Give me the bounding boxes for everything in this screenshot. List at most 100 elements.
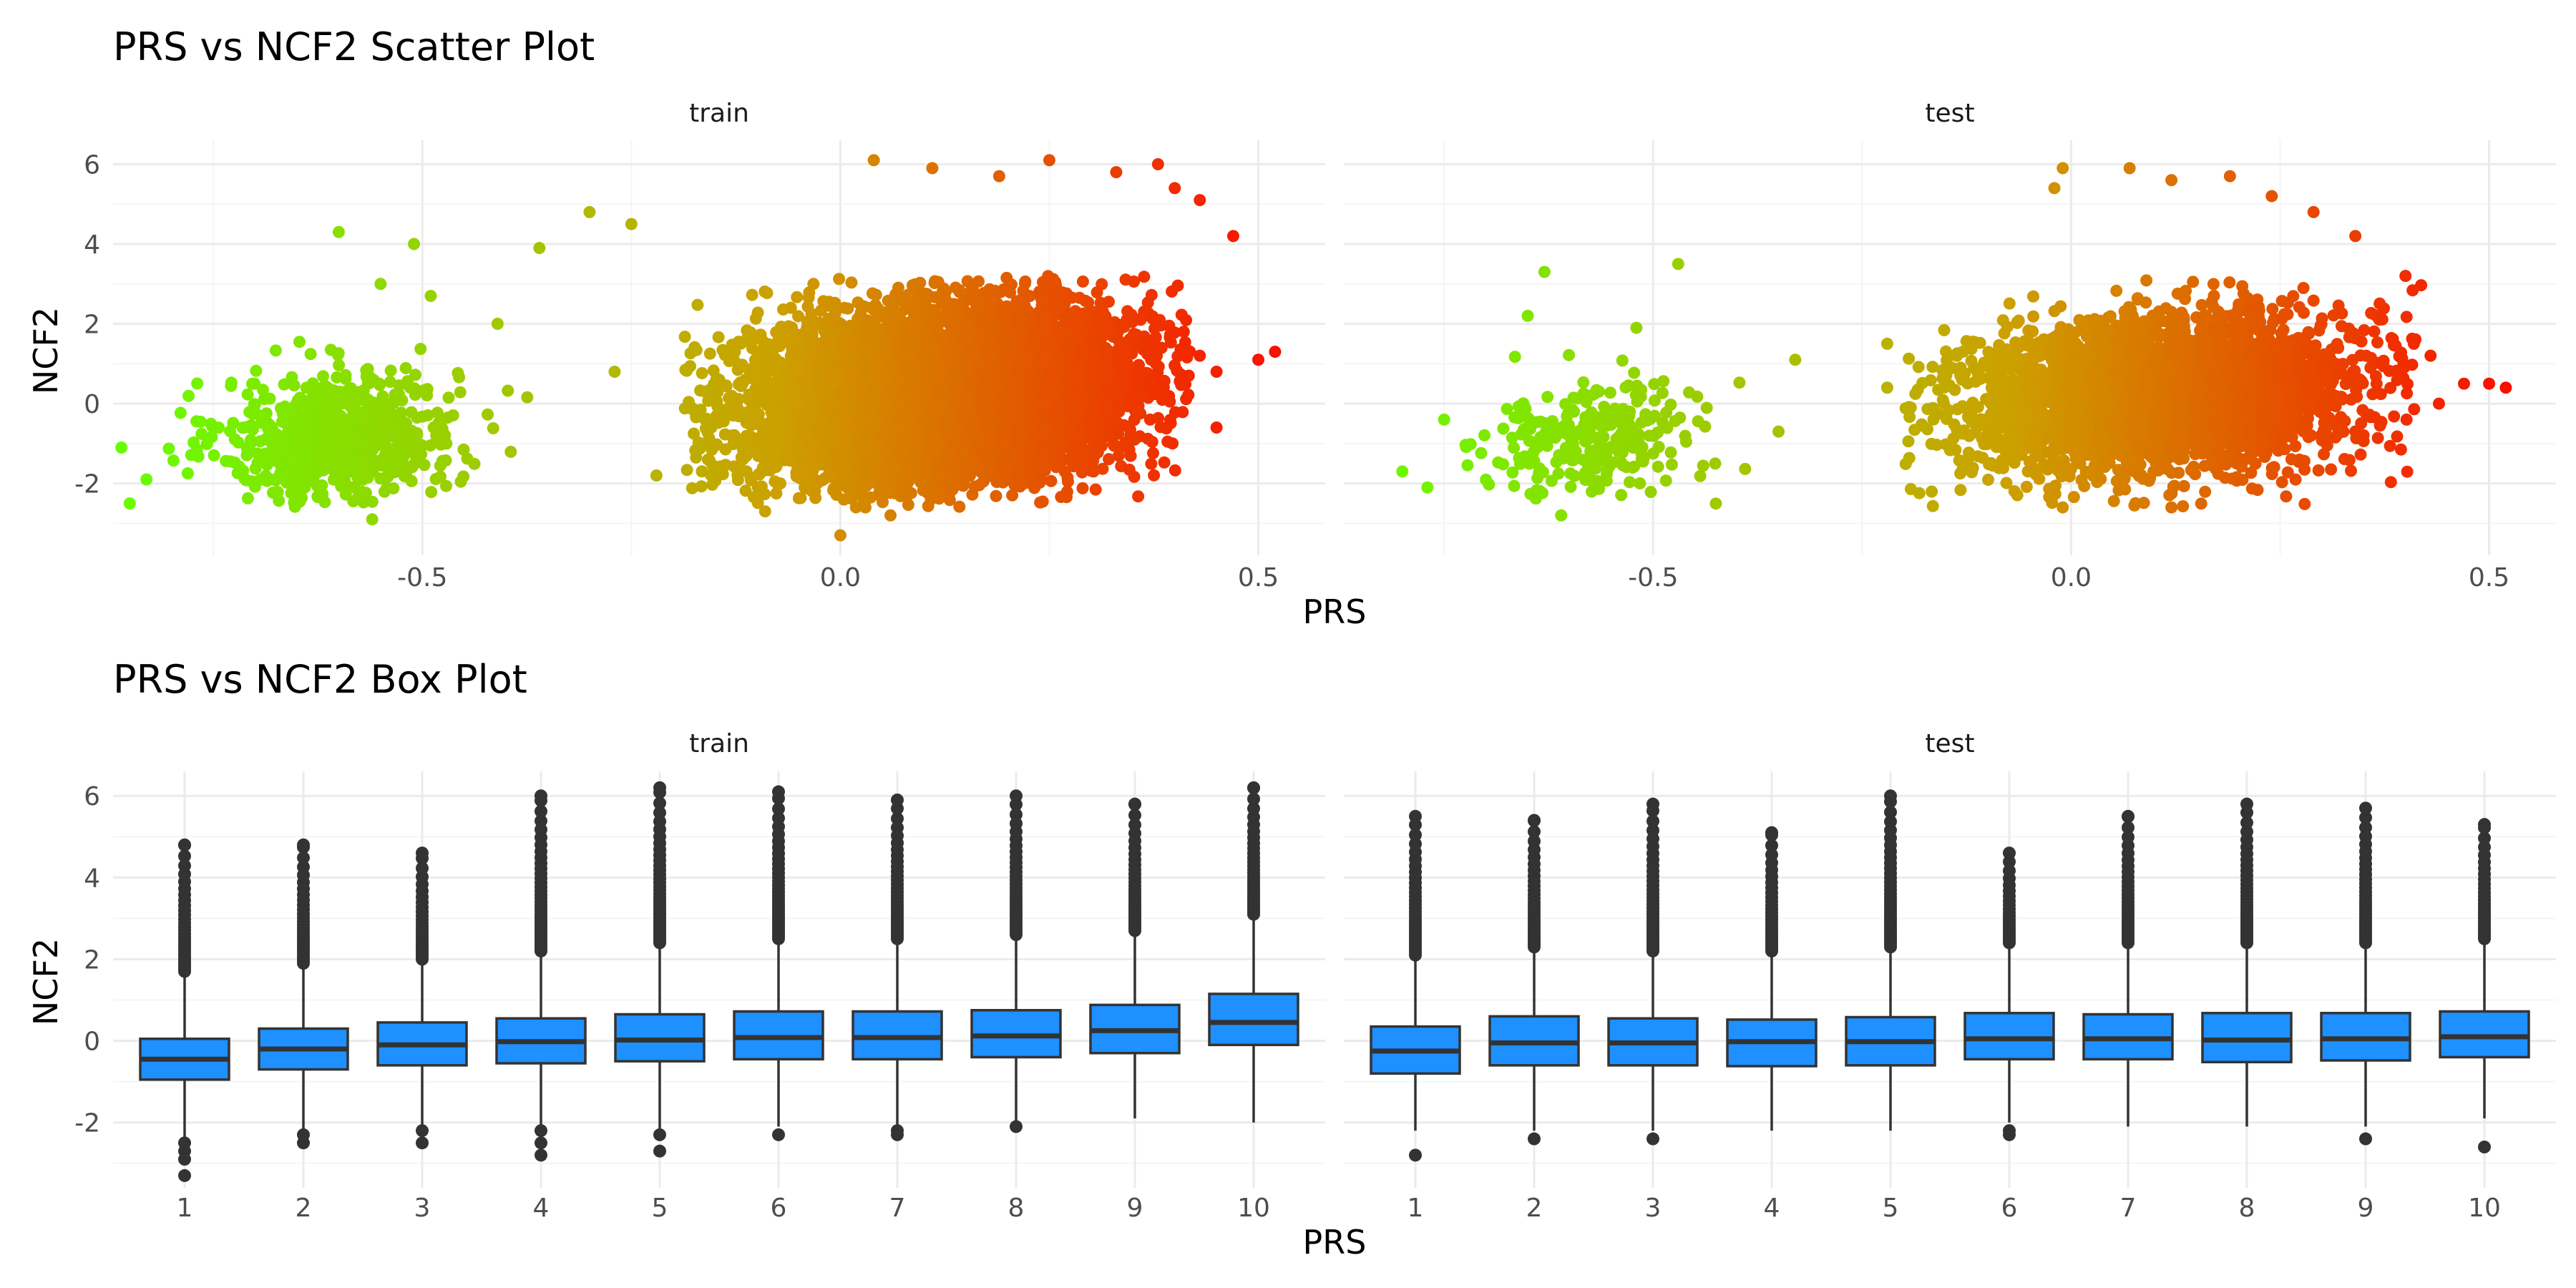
scatter-point bbox=[1123, 463, 1136, 476]
scatter-point bbox=[237, 464, 250, 477]
scatter-point bbox=[943, 494, 956, 507]
scatter-point bbox=[311, 401, 324, 414]
scatter-point bbox=[376, 390, 389, 403]
scatter-point bbox=[406, 459, 419, 472]
scatter-point bbox=[398, 470, 411, 483]
scatter-point bbox=[241, 492, 254, 504]
scatter-point bbox=[273, 494, 286, 507]
scatter-point bbox=[260, 432, 273, 445]
scatter-point bbox=[311, 467, 323, 479]
scatter-point bbox=[487, 422, 499, 434]
scatter-point bbox=[678, 331, 691, 343]
scatter-point bbox=[1169, 464, 1181, 477]
scatter-point bbox=[416, 410, 429, 423]
scatter-point bbox=[1166, 285, 1179, 298]
scatter-point bbox=[286, 484, 299, 497]
scatter-point bbox=[311, 491, 324, 504]
scatter-point bbox=[761, 287, 774, 299]
scatter-point bbox=[315, 441, 327, 454]
scatter-point bbox=[360, 487, 372, 499]
scatter-point bbox=[327, 411, 340, 423]
scatter-point bbox=[1180, 313, 1193, 326]
scatter-point bbox=[454, 386, 467, 399]
scatter-point bbox=[195, 427, 208, 440]
scatter-point bbox=[1045, 474, 1058, 487]
scatter-point bbox=[414, 343, 427, 356]
scatter-point bbox=[830, 489, 843, 501]
scatter-point bbox=[244, 434, 257, 447]
scatter-point bbox=[1017, 284, 1030, 297]
scatter-point bbox=[364, 421, 376, 434]
scatter-point bbox=[802, 291, 815, 304]
scatter-point bbox=[1158, 374, 1171, 387]
scatter-point bbox=[1096, 462, 1109, 475]
scatter-point bbox=[909, 278, 921, 291]
scatter-point bbox=[401, 375, 414, 388]
scatter-point bbox=[346, 481, 358, 494]
scatter-point bbox=[316, 388, 328, 401]
scatter-point bbox=[703, 454, 716, 467]
scatter-point bbox=[425, 486, 438, 499]
scatter-point bbox=[384, 376, 396, 389]
scatter-point bbox=[316, 479, 328, 492]
scatter-point bbox=[286, 405, 298, 418]
scatter-strip-test: test bbox=[1925, 99, 1974, 128]
scatter-point bbox=[162, 442, 175, 455]
scatter-point bbox=[416, 439, 428, 452]
scatter-point bbox=[389, 466, 401, 479]
scatter-point bbox=[358, 467, 371, 479]
scatter-point bbox=[1158, 456, 1171, 469]
scatter-point bbox=[1145, 457, 1158, 470]
scatter-point bbox=[257, 384, 269, 396]
scatter-point bbox=[270, 428, 283, 441]
scatter-point bbox=[332, 445, 345, 458]
scatter-point bbox=[324, 343, 337, 356]
scatter-point bbox=[359, 456, 372, 469]
scatter-point bbox=[301, 432, 313, 445]
scatter-point bbox=[731, 469, 744, 482]
scatter-point bbox=[167, 454, 180, 467]
scatter-point bbox=[686, 482, 698, 494]
scatter-point bbox=[734, 376, 747, 389]
scatter-point bbox=[236, 421, 249, 434]
scatter-point bbox=[521, 391, 534, 404]
scatter-point bbox=[241, 388, 254, 401]
scatter-point bbox=[468, 457, 481, 470]
scatter-point bbox=[792, 492, 805, 504]
scatter-point bbox=[345, 419, 358, 432]
scatter-point bbox=[400, 417, 412, 429]
scatter-point bbox=[680, 464, 693, 477]
scatter-point bbox=[293, 391, 306, 404]
scatter-point bbox=[457, 470, 470, 483]
scatter-point bbox=[1124, 449, 1137, 462]
scatter-point bbox=[688, 427, 701, 440]
scatter-point bbox=[213, 421, 225, 434]
scatter-point bbox=[396, 447, 409, 459]
scatter-point bbox=[755, 480, 768, 493]
scatter-point bbox=[749, 312, 762, 325]
scatter-point bbox=[1148, 469, 1161, 482]
scatter-point bbox=[225, 379, 238, 392]
scatter-point bbox=[366, 495, 379, 508]
scatter-point bbox=[748, 491, 760, 504]
scatter-point bbox=[752, 449, 765, 462]
scatter-point bbox=[405, 406, 418, 419]
scatter-point bbox=[1132, 490, 1145, 503]
scatter-point bbox=[240, 474, 253, 487]
scatter-point bbox=[355, 406, 368, 419]
scatter-point bbox=[384, 364, 397, 377]
scatter-point bbox=[502, 384, 514, 397]
scatter-point bbox=[296, 492, 308, 504]
scatter-point bbox=[304, 348, 317, 361]
scatter-point bbox=[336, 387, 348, 400]
scatter-point bbox=[457, 443, 470, 456]
scatter-point bbox=[504, 445, 517, 458]
scatter-point bbox=[391, 388, 404, 401]
scatter-point bbox=[431, 406, 444, 419]
scatter-point bbox=[255, 416, 268, 429]
scatter-point bbox=[440, 479, 452, 492]
scatter-point bbox=[378, 485, 391, 498]
scatter-chart: PRS vs NCF2 Scatter Plot train test -0.5… bbox=[26, 24, 2556, 631]
